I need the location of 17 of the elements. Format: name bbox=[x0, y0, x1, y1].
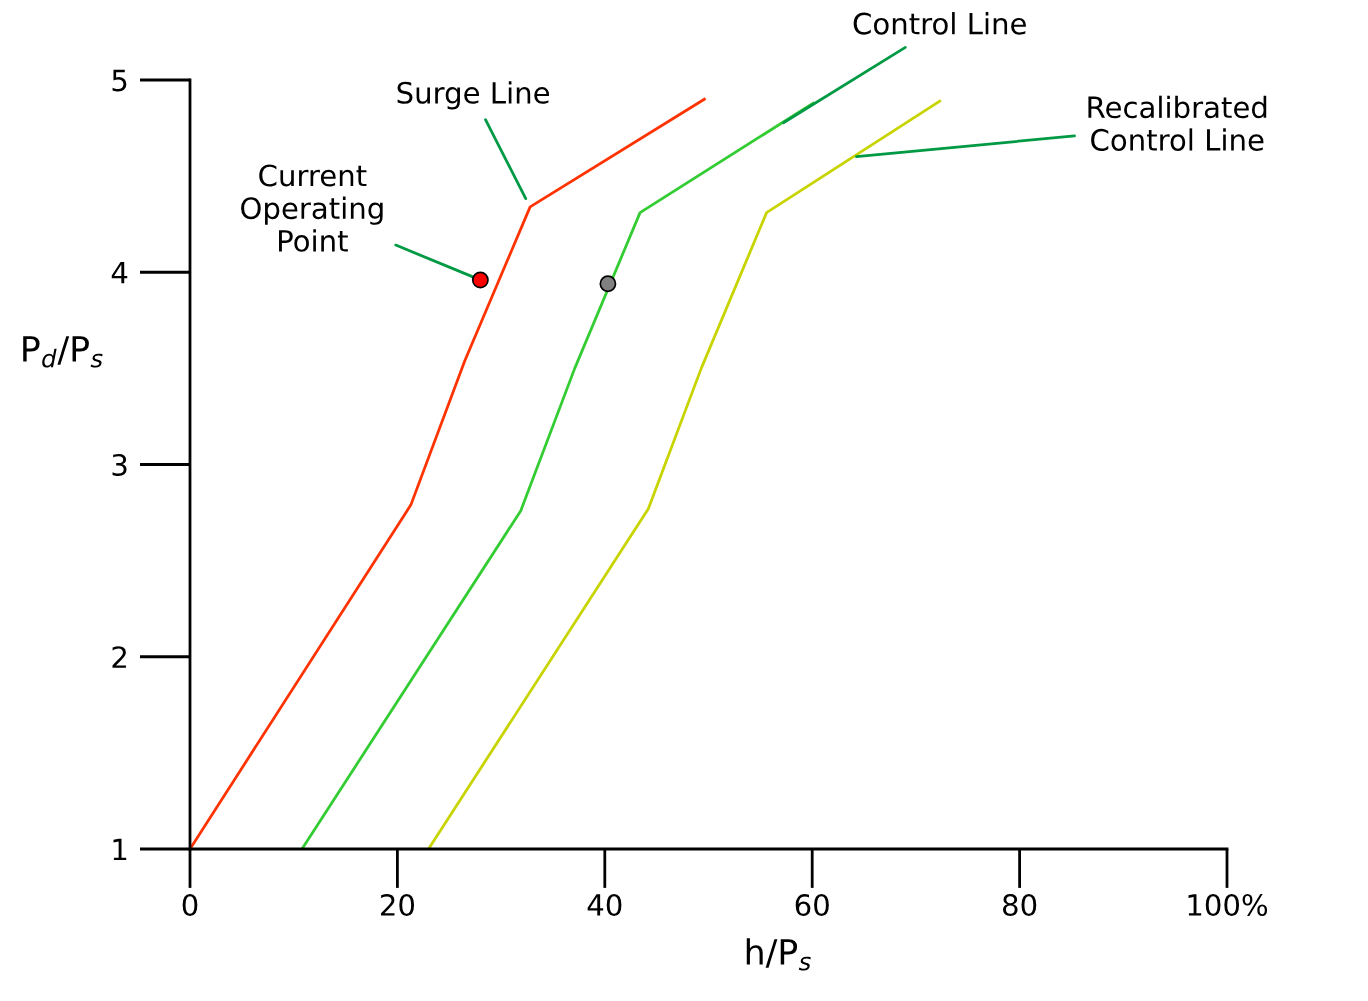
y-axis-title: P$_{d}$/P$_{s}$ bbox=[23, 336, 103, 368]
x-tick-label: 40 bbox=[587, 893, 622, 917]
annotation: Control Line bbox=[853, 12, 1026, 35]
x-tick-label: 100% bbox=[1188, 893, 1268, 917]
x-axis-title: h/P$_{s}$ bbox=[746, 938, 811, 971]
y-tick-label: 4 bbox=[111, 262, 128, 284]
annotation: Surge Line bbox=[397, 81, 550, 110]
x-tick-label: 0 bbox=[182, 893, 198, 917]
y-tick-label: 5 bbox=[112, 69, 127, 92]
x-tick-label: 20 bbox=[380, 893, 415, 917]
x-tick-label: 60 bbox=[795, 893, 829, 917]
annotation: Recalibrated Control Line bbox=[1088, 95, 1267, 151]
y-tick-label: 3 bbox=[112, 453, 127, 476]
y-tick-label: 1 bbox=[113, 838, 127, 861]
y-tick-label: 2 bbox=[112, 646, 126, 668]
annotation: Current Operating Point bbox=[241, 164, 383, 252]
x-tick-label: 80 bbox=[1003, 893, 1037, 917]
